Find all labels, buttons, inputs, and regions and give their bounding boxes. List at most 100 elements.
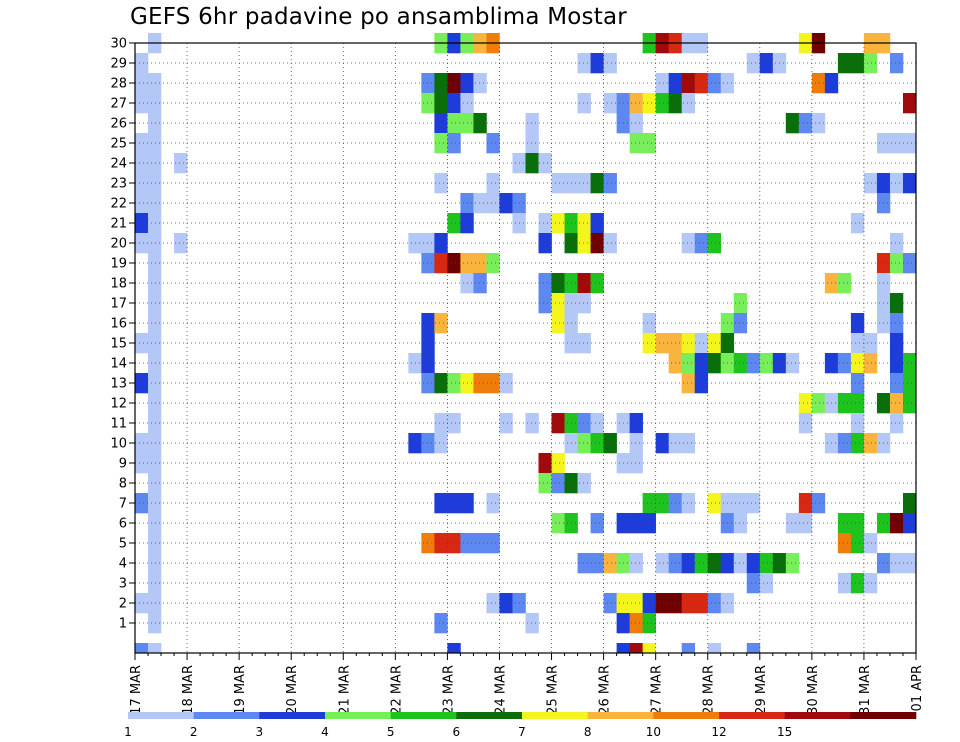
precip-cell-m7-t46 xyxy=(733,493,748,514)
precip-cell-m7-t0 xyxy=(135,493,149,514)
precip-cell-m7-t39 xyxy=(642,493,656,514)
precip-cell-m3-t56 xyxy=(863,573,878,594)
precip-cell-m6-t39 xyxy=(642,513,656,534)
precip-cell-m11-t34 xyxy=(577,413,591,434)
precip-cell-m27-t40 xyxy=(655,93,669,114)
precip-cell-m15-t22 xyxy=(421,333,435,354)
precip-cell-m4-t47 xyxy=(746,553,761,574)
precip-cell-m10-t38 xyxy=(629,433,643,454)
precip-cell-m10-t36 xyxy=(603,433,617,454)
precip-cell-m9-t31 xyxy=(538,453,552,474)
precip-cell-m7-t52 xyxy=(811,493,826,514)
colorbar-label: 6 xyxy=(453,725,461,739)
precip-cell-m28-t44 xyxy=(707,73,722,94)
precip-cell-m22-t0 xyxy=(135,193,149,214)
precip-cell-m6-t59 xyxy=(902,513,917,534)
precip-cell-m27-t22 xyxy=(421,93,435,114)
precip-cell-m3-t1 xyxy=(148,573,162,594)
precip-cell-m16-t55 xyxy=(850,313,865,334)
colorbar-swatch xyxy=(259,712,326,719)
precip-cell-m15-t43 xyxy=(694,333,709,354)
precip-cell-m10-t23 xyxy=(434,433,448,454)
y-tick-label: 12 xyxy=(110,397,127,412)
precip-cell-m20-t1 xyxy=(148,233,162,254)
y-tick-label: 4 xyxy=(119,557,127,572)
y-tick-label: 20 xyxy=(110,237,127,252)
precip-cell-m5-t56 xyxy=(863,533,878,554)
precip-cell-m19-t27 xyxy=(486,253,500,274)
colorbar-label: 4 xyxy=(321,725,329,739)
x-tick-label: 27 MAR xyxy=(650,665,665,715)
precip-cell-m9-t1 xyxy=(148,453,162,474)
precip-cell-m25-t58 xyxy=(889,133,904,154)
precip-cell-m9-t0 xyxy=(135,453,149,474)
y-tick-label: 2 xyxy=(119,597,127,612)
precip-cell-m13-t23 xyxy=(434,373,448,394)
precip-cell-m5-t24 xyxy=(447,533,461,554)
precip-cell-m14-t58 xyxy=(889,353,904,374)
precip-cell-m11-t55 xyxy=(850,413,865,434)
precip-cell-m10-t40 xyxy=(655,433,669,454)
precip-cell-m11-t24 xyxy=(447,413,461,434)
precip-cell-m4-t50 xyxy=(785,553,800,574)
precip-cell-m4-t46 xyxy=(733,553,748,574)
precip-cell-m24-t30 xyxy=(525,153,539,174)
precip-cell-m27-t34 xyxy=(577,93,591,114)
precip-cell-m14-t42 xyxy=(681,353,696,374)
precip-cell-m3-t48 xyxy=(759,573,774,594)
y-tick-label: 30 xyxy=(110,37,127,52)
y-tick-label: 27 xyxy=(110,97,127,112)
y-tick-label: 7 xyxy=(119,497,127,512)
precip-cell-m27-t39 xyxy=(642,93,656,114)
precip-cell-m13-t1 xyxy=(148,373,162,394)
precip-cell-m2-t42 xyxy=(681,593,696,614)
precip-cell-m7-t59 xyxy=(902,493,917,514)
precip-cell-m26-t23 xyxy=(434,113,448,134)
precip-cell-m11-t1 xyxy=(148,413,162,434)
precip-cell-m23-t23 xyxy=(434,173,448,194)
y-tick-label: 18 xyxy=(110,277,127,292)
precip-cell-m12-t55 xyxy=(850,393,865,414)
precip-cell-m11-t30 xyxy=(525,413,539,434)
colorbar-swatch xyxy=(325,712,391,719)
x-tick-label: 31 MAR xyxy=(858,665,873,715)
x-tick-label: 24 MAR xyxy=(493,665,508,715)
precip-cell-m24-t0 xyxy=(135,153,149,174)
precip-cell-m17-t1 xyxy=(148,293,162,314)
precip-cell-m25-t1 xyxy=(148,133,162,154)
precip-cell-m20-t42 xyxy=(681,233,696,254)
precip-cell-m15-t58 xyxy=(889,333,904,354)
precip-cell-m20-t36 xyxy=(603,233,617,254)
precip-cell-m25-t0 xyxy=(135,133,149,154)
precip-cell-m27-t59 xyxy=(902,93,917,114)
precip-cell-m25-t27 xyxy=(486,133,500,154)
precip-cell-m0-t24 xyxy=(447,643,461,654)
precip-cell-m11-t58 xyxy=(889,413,904,434)
precip-cell-m11-t38 xyxy=(629,413,643,434)
precip-cell-m10-t0 xyxy=(135,433,149,454)
precip-cell-m4-t40 xyxy=(655,553,669,574)
precip-cell-m10-t35 xyxy=(590,433,604,454)
precip-cell-m20-t3 xyxy=(174,233,188,254)
precip-cell-m27-t38 xyxy=(629,93,643,114)
precip-cell-m12-t51 xyxy=(798,393,813,414)
precip-cell-m10-t1 xyxy=(148,433,162,454)
precip-cell-m28-t42 xyxy=(681,73,696,94)
precip-cell-m2-t39 xyxy=(642,593,656,614)
precip-cell-m14-t50 xyxy=(785,353,800,374)
precip-cell-m18-t54 xyxy=(837,273,852,294)
precip-cell-m25-t39 xyxy=(642,133,656,154)
precip-cell-m4-t59 xyxy=(902,553,917,574)
precip-cell-m25-t59 xyxy=(902,133,917,154)
colorbar-label: 8 xyxy=(584,725,592,739)
precip-cell-m6-t46 xyxy=(733,513,748,534)
colorbar-label: 10 xyxy=(646,725,661,739)
precip-cell-m14-t55 xyxy=(850,353,865,374)
y-tick-label: 14 xyxy=(110,357,127,372)
precip-cell-m9-t32 xyxy=(551,453,565,474)
x-axis: 17 MAR 18 MAR 19 MAR 20 MAR 21 MAR 22 MAR 23 M… xyxy=(129,653,925,715)
y-tick-label: 23 xyxy=(110,177,127,192)
precip-cell-m25-t24 xyxy=(447,133,461,154)
precip-cell-m0-t44 xyxy=(707,643,722,654)
precip-cell-m23-t0 xyxy=(135,173,149,194)
